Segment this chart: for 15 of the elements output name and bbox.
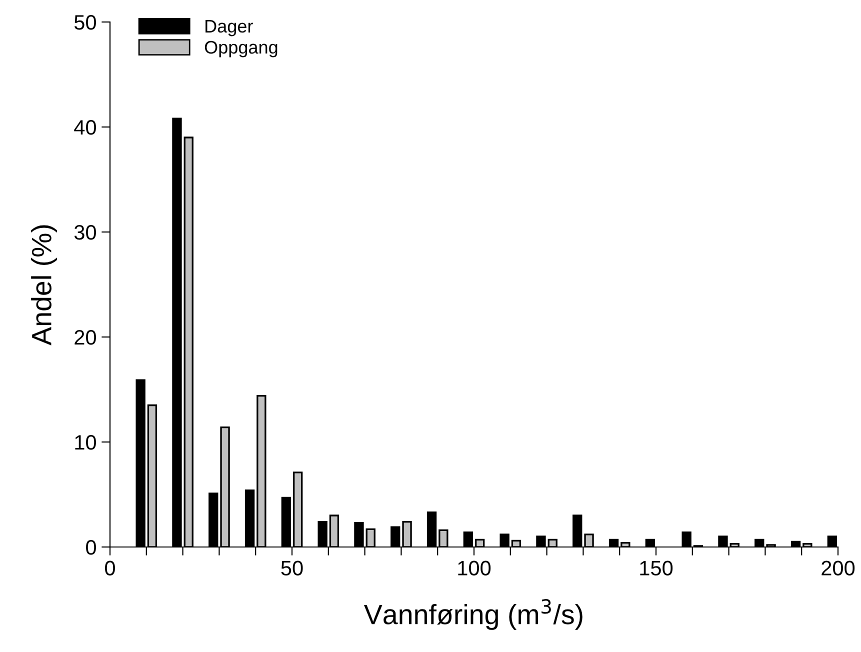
y-tick-label: 40 (74, 120, 96, 135)
x-axis-title: Vannføring (m$^{3}$/s) (364, 599, 582, 630)
y-tick-label: 20 (74, 330, 96, 345)
x-tick-label: 100 (458, 560, 491, 576)
x-tick-label: 0 (105, 560, 115, 576)
legend-label: Oppgang (204, 40, 278, 58)
x-tick-label: 150 (640, 560, 673, 576)
y-tick-label: 50 (74, 15, 96, 30)
y-tick-label: 0 (86, 540, 96, 555)
y-axis-title: Andel (%) (31, 225, 57, 346)
y-tick-label: 30 (74, 225, 96, 240)
y-tick-label: 10 (75, 435, 96, 450)
x-tick-label: 200 (822, 560, 855, 576)
x-tick-label: 50 (281, 560, 303, 576)
legend-label: Dager (206, 20, 253, 36)
